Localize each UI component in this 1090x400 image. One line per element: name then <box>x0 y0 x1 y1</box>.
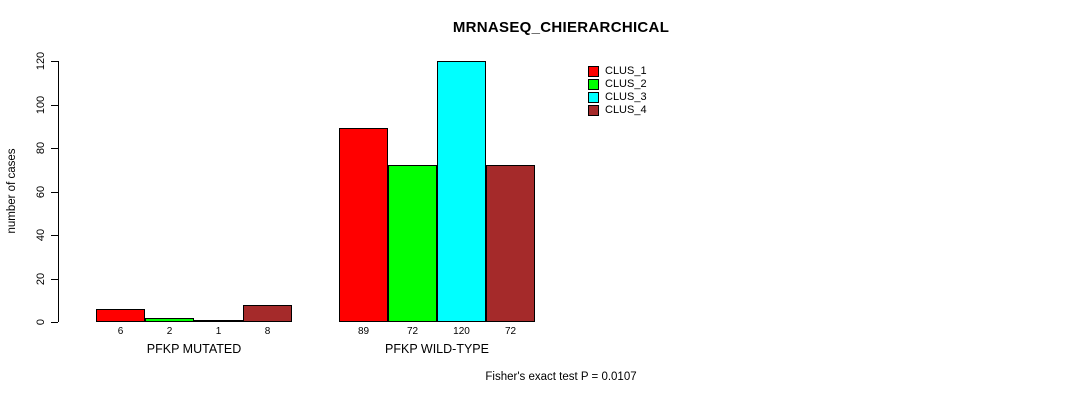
y-tick-label: 120 <box>35 51 47 71</box>
legend-swatch-icon <box>588 79 599 90</box>
y-tick-mark <box>51 104 58 106</box>
bar-value-label: 1 <box>215 326 222 337</box>
legend-label: CLUS_1 <box>605 65 647 77</box>
legend: CLUS_1 CLUS_2 CLUS_3 CLUS_4 <box>588 65 647 117</box>
legend-row-clus_3: CLUS_3 <box>588 91 647 104</box>
bar-clus_1-mutated <box>96 308 145 322</box>
legend-label: CLUS_3 <box>605 91 647 103</box>
legend-row-clus_1: CLUS_1 <box>588 65 647 78</box>
y-tick-label: 60 <box>35 185 47 198</box>
y-tick-label: 80 <box>35 141 47 155</box>
legend-swatch-icon <box>588 66 599 77</box>
bar-value-label: 2 <box>166 326 173 337</box>
bar-clus_3-wild-type <box>437 61 486 322</box>
legend-swatch-icon <box>588 92 599 103</box>
bar-clus_4-mutated <box>243 304 292 322</box>
y-axis-title: number of cases <box>6 148 18 234</box>
bar-value-label: 120 <box>453 326 470 337</box>
bar-clus_4-wild-type <box>486 165 535 322</box>
bar-value-label: 72 <box>406 326 419 337</box>
annotation-fisher-test: Fisher's exact test P = 0.0107 <box>485 371 637 383</box>
group-label-mutated: PFKP MUTATED <box>146 342 242 356</box>
bar-clus_1-wild-type <box>339 128 388 322</box>
y-tick-label: 0 <box>35 318 47 326</box>
group-label-wild-type: PFKP WILD-TYPE <box>385 342 489 356</box>
bar-clus_3-mutated <box>194 319 243 322</box>
y-tick-label: 40 <box>35 228 47 242</box>
y-tick-mark <box>51 148 58 149</box>
legend-swatch-icon <box>588 105 599 116</box>
bar-value-label: 8 <box>264 326 271 337</box>
bar-value-label: 6 <box>117 326 124 337</box>
y-tick-mark <box>51 191 58 193</box>
y-tick-label: 100 <box>35 95 47 114</box>
y-tick-label: 20 <box>35 272 47 285</box>
bar-value-label: 89 <box>357 326 370 337</box>
y-tick-mark <box>51 61 58 62</box>
legend-row-clus_4: CLUS_4 <box>588 104 647 117</box>
bar-clus_2-wild-type <box>388 165 437 322</box>
bar-value-label: 72 <box>504 326 517 337</box>
chart-title: MRNASEQ_CHIERARCHICAL <box>452 19 670 36</box>
y-tick-mark <box>51 322 58 323</box>
legend-row-clus_2: CLUS_2 <box>588 78 647 91</box>
legend-label: CLUS_2 <box>605 78 647 90</box>
bar-clus_2-mutated <box>145 317 194 322</box>
legend-label: CLUS_4 <box>605 104 647 116</box>
y-tick-mark <box>51 278 58 280</box>
y-tick-mark <box>51 235 58 236</box>
y-axis-line <box>58 61 59 322</box>
